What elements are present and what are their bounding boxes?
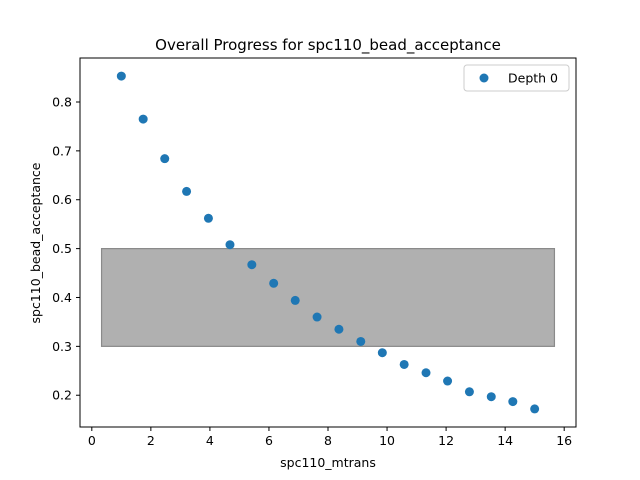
highlight-region	[100, 248, 556, 347]
x-tick-label: 12	[438, 433, 454, 448]
x-tick-label: 2	[147, 433, 155, 448]
legend-box	[463, 64, 570, 92]
plot-background	[80, 58, 576, 427]
data-point	[399, 359, 409, 369]
y-tick-label: 0.2	[52, 388, 72, 403]
legend-label: Depth 0	[508, 71, 558, 86]
x-tick-label: 10	[379, 433, 395, 448]
x-axis-label: spc110_mtrans	[280, 455, 376, 470]
data-point	[443, 376, 453, 386]
data-point	[138, 114, 148, 124]
data-point	[421, 368, 431, 378]
plot-area	[79, 57, 577, 428]
data-point	[160, 154, 170, 164]
data-point	[269, 278, 279, 288]
data-point	[290, 295, 300, 305]
chart-title: Overall Progress for spc110_bead_accepta…	[155, 36, 501, 55]
x-tick-label: 14	[497, 433, 513, 448]
y-tick-label: 0.7	[52, 143, 72, 158]
data-point	[508, 397, 518, 407]
x-tick-label: 8	[324, 433, 332, 448]
legend-marker	[479, 73, 489, 83]
data-point	[116, 71, 126, 81]
data-point	[182, 186, 192, 196]
data-point	[486, 392, 496, 402]
data-point	[247, 260, 257, 270]
y-tick-label: 0.4	[52, 290, 72, 305]
data-point	[334, 324, 344, 334]
data-point	[464, 387, 474, 397]
y-tick-label: 0.6	[52, 192, 72, 207]
data-point	[377, 348, 387, 358]
legend: Depth 0	[463, 64, 570, 92]
x-tick-label: 16	[556, 433, 572, 448]
x-tick-label: 6	[265, 433, 273, 448]
data-point	[225, 240, 235, 250]
y-axis: 0.2 0.3 0.4 0.5 0.6 0.7 0.8	[52, 94, 80, 403]
y-tick-label: 0.3	[52, 339, 72, 354]
data-point	[356, 336, 366, 346]
y-axis-label: spc110_bead_acceptance	[28, 162, 43, 323]
x-tick-label: 0	[88, 433, 96, 448]
x-tick-label: 4	[206, 433, 214, 448]
data-point	[203, 213, 213, 223]
y-tick-label: 0.8	[52, 94, 72, 109]
data-point	[530, 404, 540, 414]
data-point	[312, 312, 322, 322]
y-tick-label: 0.5	[52, 241, 72, 256]
x-axis: 0 2 4 6 8 10 12 14 16	[88, 427, 572, 448]
